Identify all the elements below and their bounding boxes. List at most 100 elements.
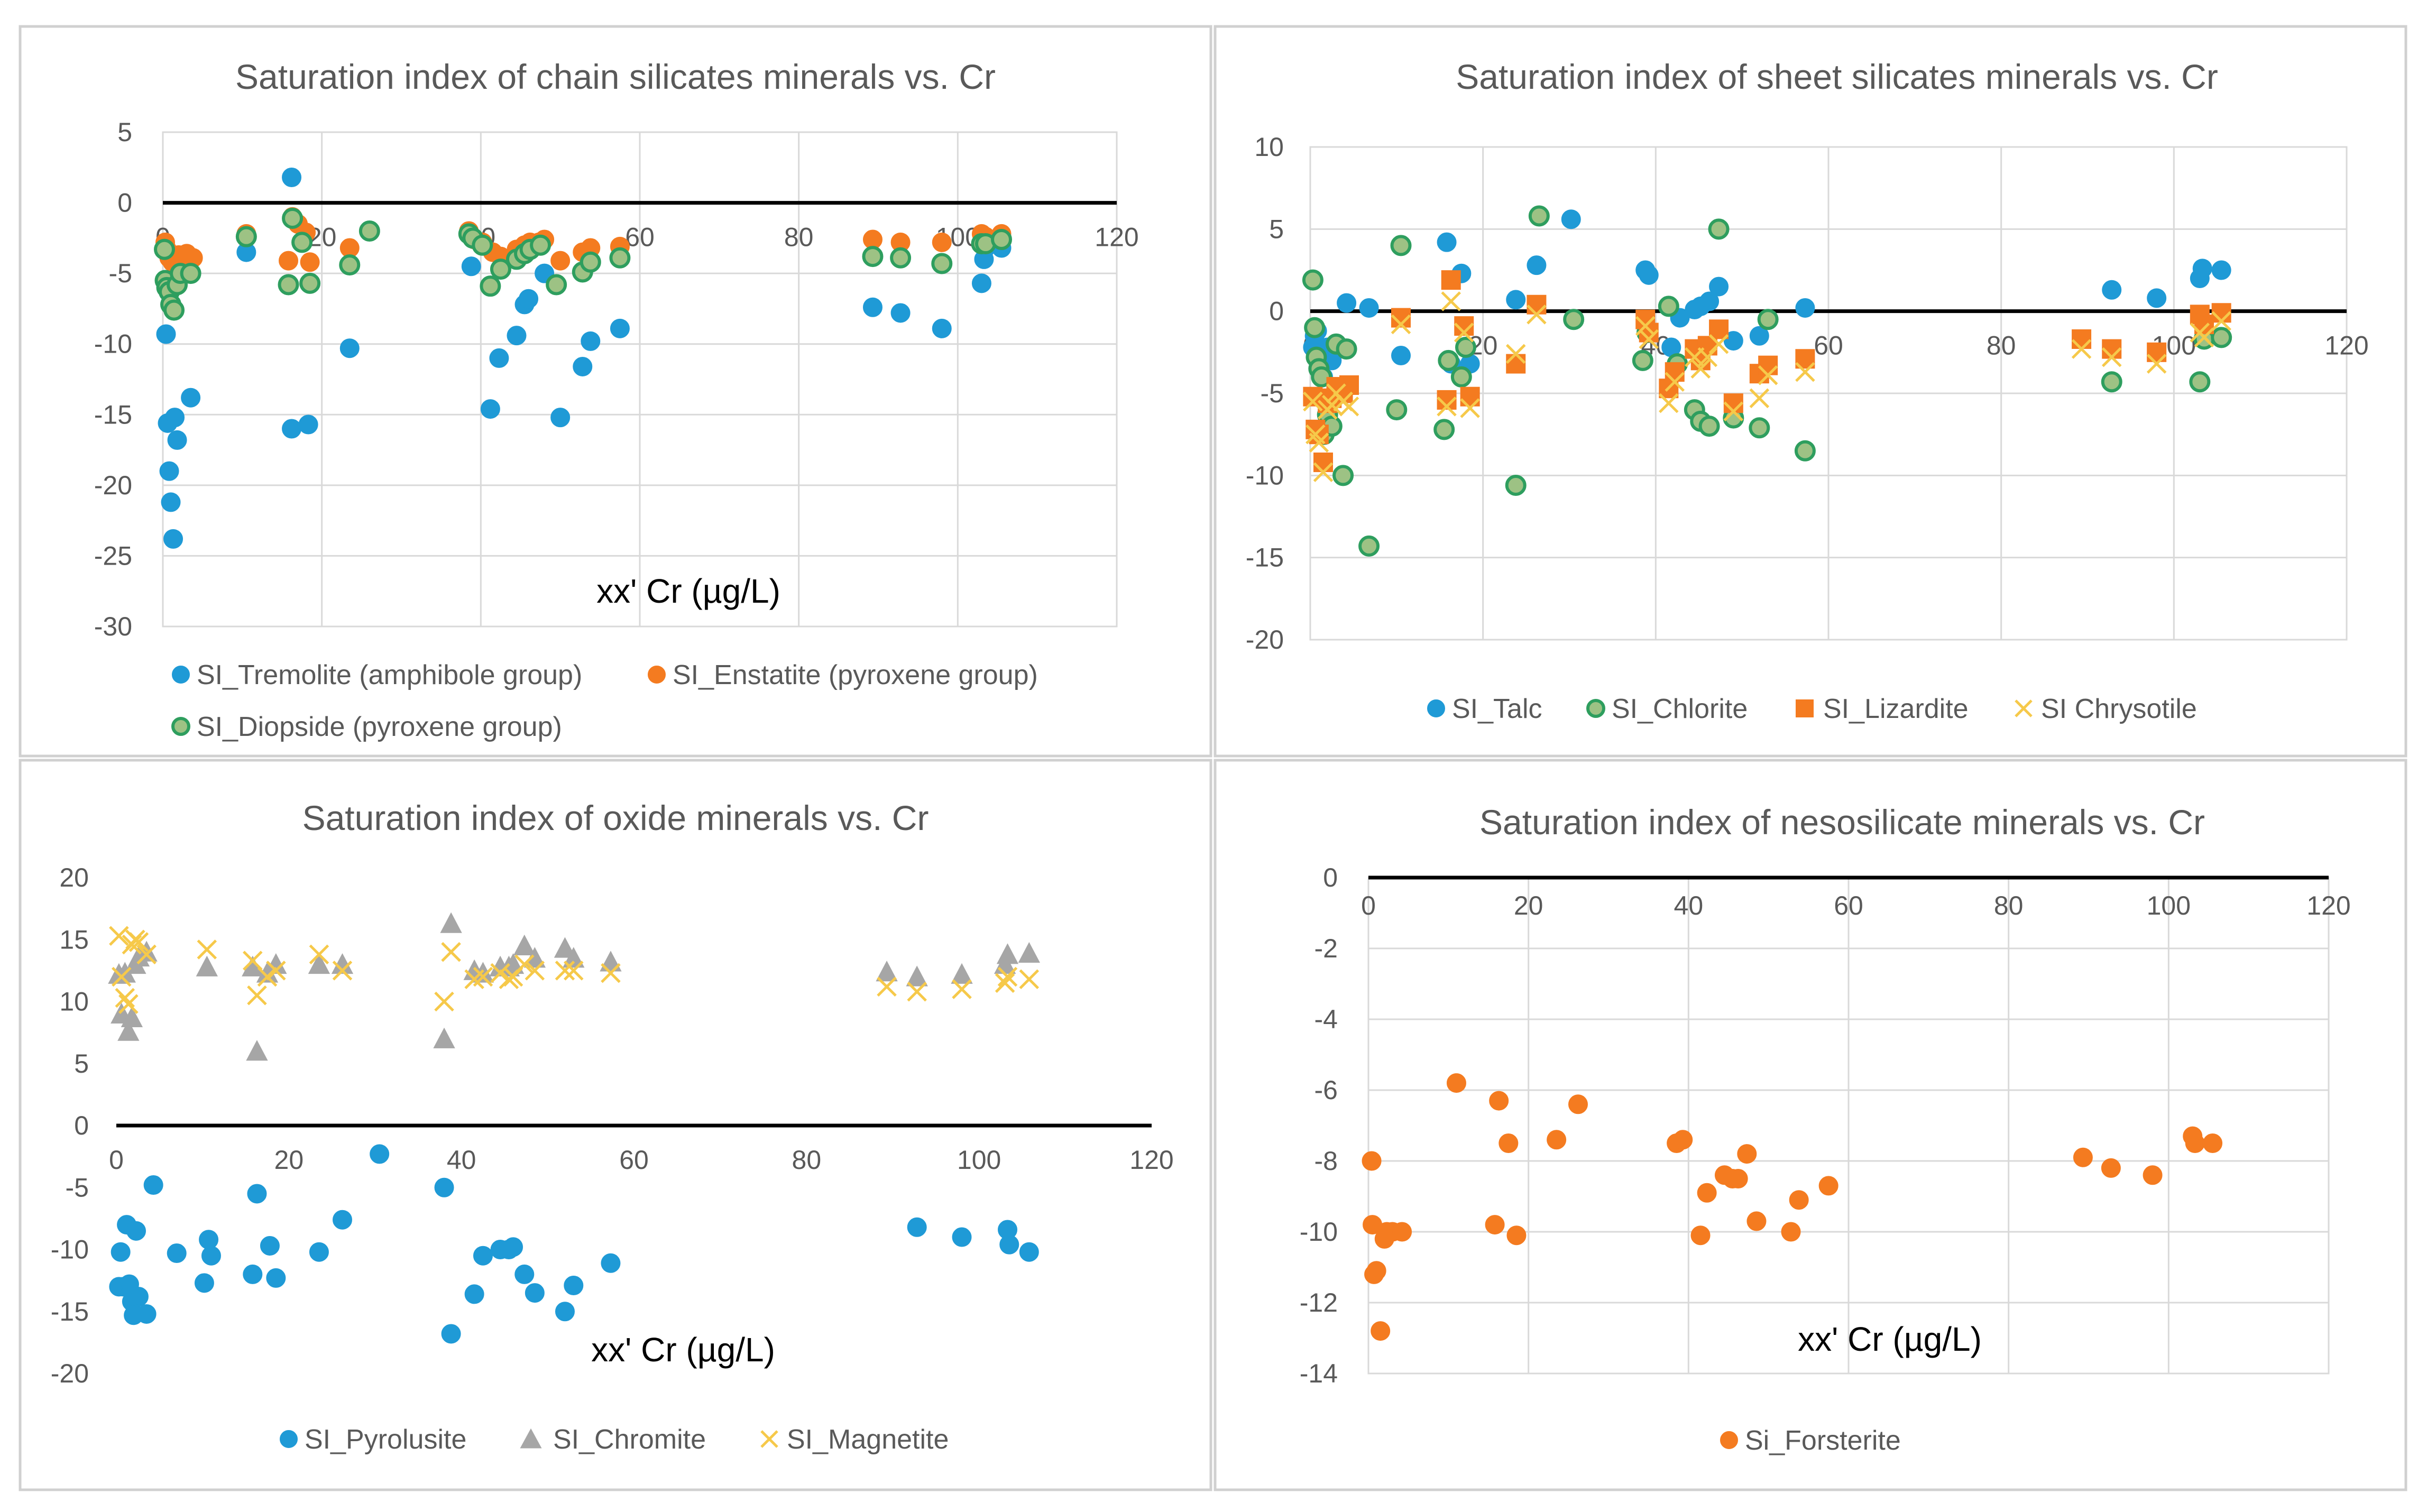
data-point (1757, 309, 1779, 330)
data-point (2101, 347, 2122, 367)
y-tick-label: -4 (1314, 1004, 1338, 1034)
data-point (877, 976, 897, 997)
data-point (1322, 394, 1342, 415)
axis-ticks: 50-5-10-15-20-25-30020406080100120 (94, 117, 1139, 641)
legend-marker-lizardite (1796, 699, 1814, 717)
y-tick-label: 5 (1269, 214, 1284, 244)
data-point (1309, 432, 1329, 453)
data-point (126, 1221, 146, 1241)
data-point (997, 966, 1018, 987)
data-point (601, 963, 621, 983)
data-point (503, 1237, 523, 1257)
data-point (2211, 311, 2231, 331)
data-point (339, 338, 360, 358)
y-tick-label: -15 (51, 1297, 89, 1326)
x-axis-title: xx' Cr (µg/L) (591, 1331, 775, 1369)
data-point (1758, 365, 1778, 385)
data-point (163, 299, 185, 321)
data-point (117, 1020, 140, 1041)
data-point (1697, 1183, 1717, 1203)
data-point (1391, 314, 1411, 335)
x-tick-label: 80 (1987, 331, 2016, 361)
data-point (181, 388, 201, 408)
series-si-pyrolusite (109, 1144, 1039, 1344)
legend-label-chlorite: SI_Chlorite (1612, 694, 1748, 724)
data-point (309, 944, 329, 965)
data-point (1818, 1176, 1838, 1196)
data-point (1639, 329, 1659, 349)
x-tick-label: 60 (1834, 891, 1863, 920)
data-point (266, 1268, 286, 1288)
data-point (2211, 260, 2231, 280)
data-points (1362, 1073, 2223, 1341)
data-point (1366, 1261, 1386, 1281)
data-point (2102, 280, 2122, 300)
data-point (996, 943, 1019, 964)
data-point (473, 1246, 493, 1266)
data-point (1019, 1242, 1039, 1262)
data-point (299, 272, 321, 294)
legend-marker-enstatite (648, 666, 666, 684)
data-point (1723, 331, 1743, 351)
data-point (550, 408, 571, 428)
legend-marker-magnetite (760, 1430, 778, 1448)
data-point (1460, 398, 1480, 418)
y-tick-label: -10 (51, 1235, 89, 1265)
data-point (1438, 349, 1459, 371)
data-point (197, 939, 217, 960)
y-tick-label: -5 (1261, 379, 1284, 408)
legend: SI_Pyrolusite SI_Chromite SI_Magnetite (280, 1424, 949, 1455)
data-point (1697, 347, 1718, 367)
data-point (136, 944, 157, 965)
series-si-chrysotile (1303, 291, 2231, 482)
data-point (546, 274, 567, 296)
legend-marker-pyrolusite (280, 1430, 298, 1448)
data-point (1561, 209, 1581, 229)
data-point (907, 981, 927, 1002)
legend-label-pyrolusite: SI_Pyrolusite (305, 1424, 466, 1455)
x-tick-label: 120 (2306, 891, 2350, 920)
data-point (167, 430, 187, 450)
data-point (1313, 452, 1333, 472)
data-point (1505, 474, 1527, 496)
data-point (1437, 397, 1457, 417)
data-point (1359, 298, 1379, 318)
data-point (282, 419, 302, 439)
data-point (971, 273, 991, 293)
y-tick-label: -20 (51, 1359, 89, 1388)
data-point (2101, 371, 2122, 393)
data-point (180, 263, 201, 284)
x-tick-label: 60 (619, 1145, 649, 1175)
data-point (1527, 294, 1547, 315)
y-tick-label: 10 (1254, 132, 1284, 162)
data-point (441, 942, 461, 962)
data-point (480, 275, 501, 297)
data-point (300, 252, 320, 272)
y-tick-label: 0 (117, 188, 132, 218)
data-point (995, 973, 1015, 993)
data-point (1309, 425, 1329, 445)
data-point (1437, 232, 1457, 252)
data-point (1795, 362, 1815, 382)
data-point (1665, 372, 1685, 392)
y-tick-label: -10 (1246, 460, 1284, 490)
data-point (1441, 270, 1461, 290)
data-point (564, 1276, 584, 1296)
data-point (112, 966, 132, 987)
x-tick-label: 120 (2324, 331, 2368, 361)
y-tick-label: -8 (1314, 1146, 1338, 1176)
series-si-lizardite (1303, 270, 2231, 472)
data-point (472, 234, 493, 256)
data-point (525, 1283, 545, 1303)
y-tick-label: -10 (1300, 1217, 1338, 1247)
data-point (1386, 399, 1408, 421)
data-point (999, 1234, 1019, 1255)
data-point (1723, 393, 1743, 413)
data-point (243, 951, 263, 971)
data-point (931, 253, 953, 274)
data-point (580, 251, 601, 273)
y-tick-label: -12 (1300, 1288, 1338, 1317)
data-point (1339, 397, 1359, 417)
